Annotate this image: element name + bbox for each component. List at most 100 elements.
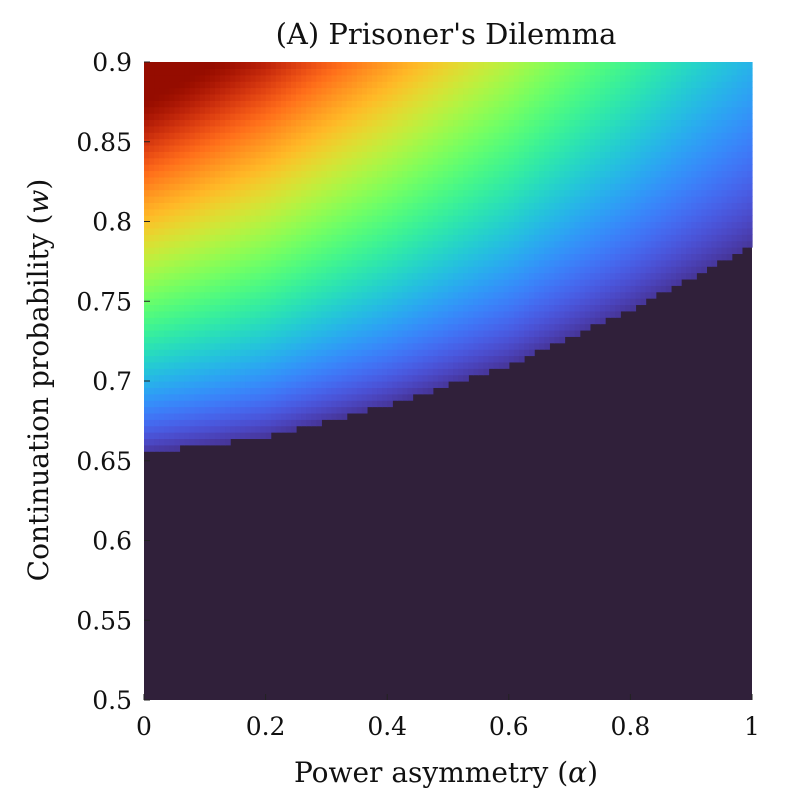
heatmap-cell: [397, 349, 403, 357]
heatmap-cell: [174, 202, 181, 210]
heatmap-cell: [650, 176, 657, 184]
heatmap-cell: [589, 278, 596, 286]
heatmap-cell: [620, 259, 626, 267]
heatmap-cell: [189, 381, 196, 388]
heatmap-cell: [503, 304, 510, 312]
heatmap-cell: [483, 183, 490, 191]
heatmap-cell: [296, 234, 302, 242]
heatmap-cell: [387, 400, 393, 408]
heatmap-cell: [194, 189, 201, 197]
heatmap-cell: [372, 151, 378, 159]
heatmap-cell: [741, 176, 748, 184]
heatmap-cell: [488, 355, 495, 363]
heatmap-cell: [437, 298, 444, 306]
heatmap-cell: [179, 253, 186, 261]
heatmap-cell: [676, 189, 682, 197]
heatmap-cell: [275, 253, 282, 261]
heatmap-cell: [204, 221, 211, 229]
heatmap-cell: [356, 374, 363, 382]
heatmap-cell: [204, 195, 211, 203]
heatmap-cell: [655, 208, 662, 216]
heatmap-cell: [184, 425, 191, 433]
heatmap-cell: [534, 272, 540, 280]
heatmap-cell: [397, 278, 403, 286]
heatmap-cell: [513, 227, 520, 235]
heatmap-cell: [336, 368, 343, 376]
heatmap-cell: [392, 195, 398, 203]
heatmap-cell: [245, 125, 251, 133]
heatmap-cell: [361, 259, 368, 267]
heatmap-cell: [437, 355, 444, 363]
heatmap-cell: [650, 113, 657, 121]
heatmap-cell: [290, 310, 297, 318]
heatmap-cell: [397, 234, 403, 242]
heatmap-cell: [199, 176, 206, 184]
heatmap-cell: [260, 393, 267, 401]
heatmap-cell: [625, 151, 631, 159]
heatmap-cell: [209, 240, 216, 248]
heatmap-cell: [351, 106, 358, 114]
heatmap-cell: [660, 272, 667, 280]
heatmap-cell: [407, 317, 414, 325]
heatmap-cell: [432, 361, 439, 369]
heatmap-cell: [534, 266, 540, 274]
heatmap-cell: [594, 298, 601, 306]
heatmap-cell: [275, 132, 282, 140]
heatmap-cell: [265, 215, 272, 223]
heatmap-cell: [321, 310, 327, 318]
heatmap-cell: [387, 138, 393, 146]
heatmap-cell: [534, 291, 540, 299]
heatmap-cell: [372, 208, 378, 216]
heatmap-cell: [600, 125, 606, 133]
heatmap-cell: [265, 412, 272, 420]
heatmap-cell: [453, 278, 459, 286]
heatmap-cell: [564, 259, 571, 267]
heatmap-cell: [746, 176, 753, 184]
heatmap-cell: [326, 406, 333, 414]
heatmap-cell: [321, 342, 327, 350]
heatmap-cell: [169, 215, 175, 223]
heatmap-cell: [508, 253, 515, 261]
heatmap-cell: [154, 240, 160, 248]
heatmap-cell: [706, 259, 713, 267]
heatmap-cell: [463, 259, 469, 267]
chart-title: (A) Prisoner's Dilemma: [276, 17, 617, 51]
heatmap-cell: [503, 151, 510, 159]
heatmap-cell: [144, 329, 150, 337]
heatmap-cell: [726, 119, 733, 127]
heatmap-cell: [204, 329, 211, 337]
heatmap-cell: [214, 304, 221, 312]
heatmap-cell: [260, 227, 267, 235]
heatmap-cell: [518, 291, 525, 299]
heatmap-cell: [518, 157, 525, 165]
heatmap-cell: [468, 323, 474, 331]
heatmap-cell: [245, 234, 251, 242]
heatmap-cell: [635, 151, 642, 159]
heatmap-cell: [290, 247, 297, 254]
heatmap-cell: [214, 144, 221, 152]
heatmap-cell: [194, 285, 201, 293]
heatmap-cell: [412, 234, 419, 242]
heatmap-cell: [696, 183, 702, 191]
heatmap-cell: [387, 374, 393, 382]
heatmap-cell: [346, 406, 353, 414]
heatmap-cell: [361, 323, 368, 331]
heatmap-cell: [149, 329, 155, 337]
heatmap-cell: [534, 304, 540, 312]
heatmap-cell: [483, 310, 490, 318]
heatmap-cell: [574, 291, 581, 299]
heatmap-cell: [498, 176, 505, 184]
heatmap-cell: [255, 164, 262, 172]
heatmap-cell: [584, 240, 591, 248]
heatmap-cell: [245, 291, 251, 299]
heatmap-cell: [316, 195, 322, 203]
heatmap-cell: [503, 144, 510, 152]
heatmap-cell: [306, 106, 312, 114]
heatmap-cell: [240, 342, 246, 350]
heatmap-cell: [356, 298, 363, 306]
heatmap-cell: [220, 183, 226, 191]
heatmap-cell: [230, 176, 236, 184]
heatmap-cell: [574, 208, 581, 216]
heatmap-cell: [660, 247, 667, 254]
heatmap-cell: [301, 368, 307, 376]
